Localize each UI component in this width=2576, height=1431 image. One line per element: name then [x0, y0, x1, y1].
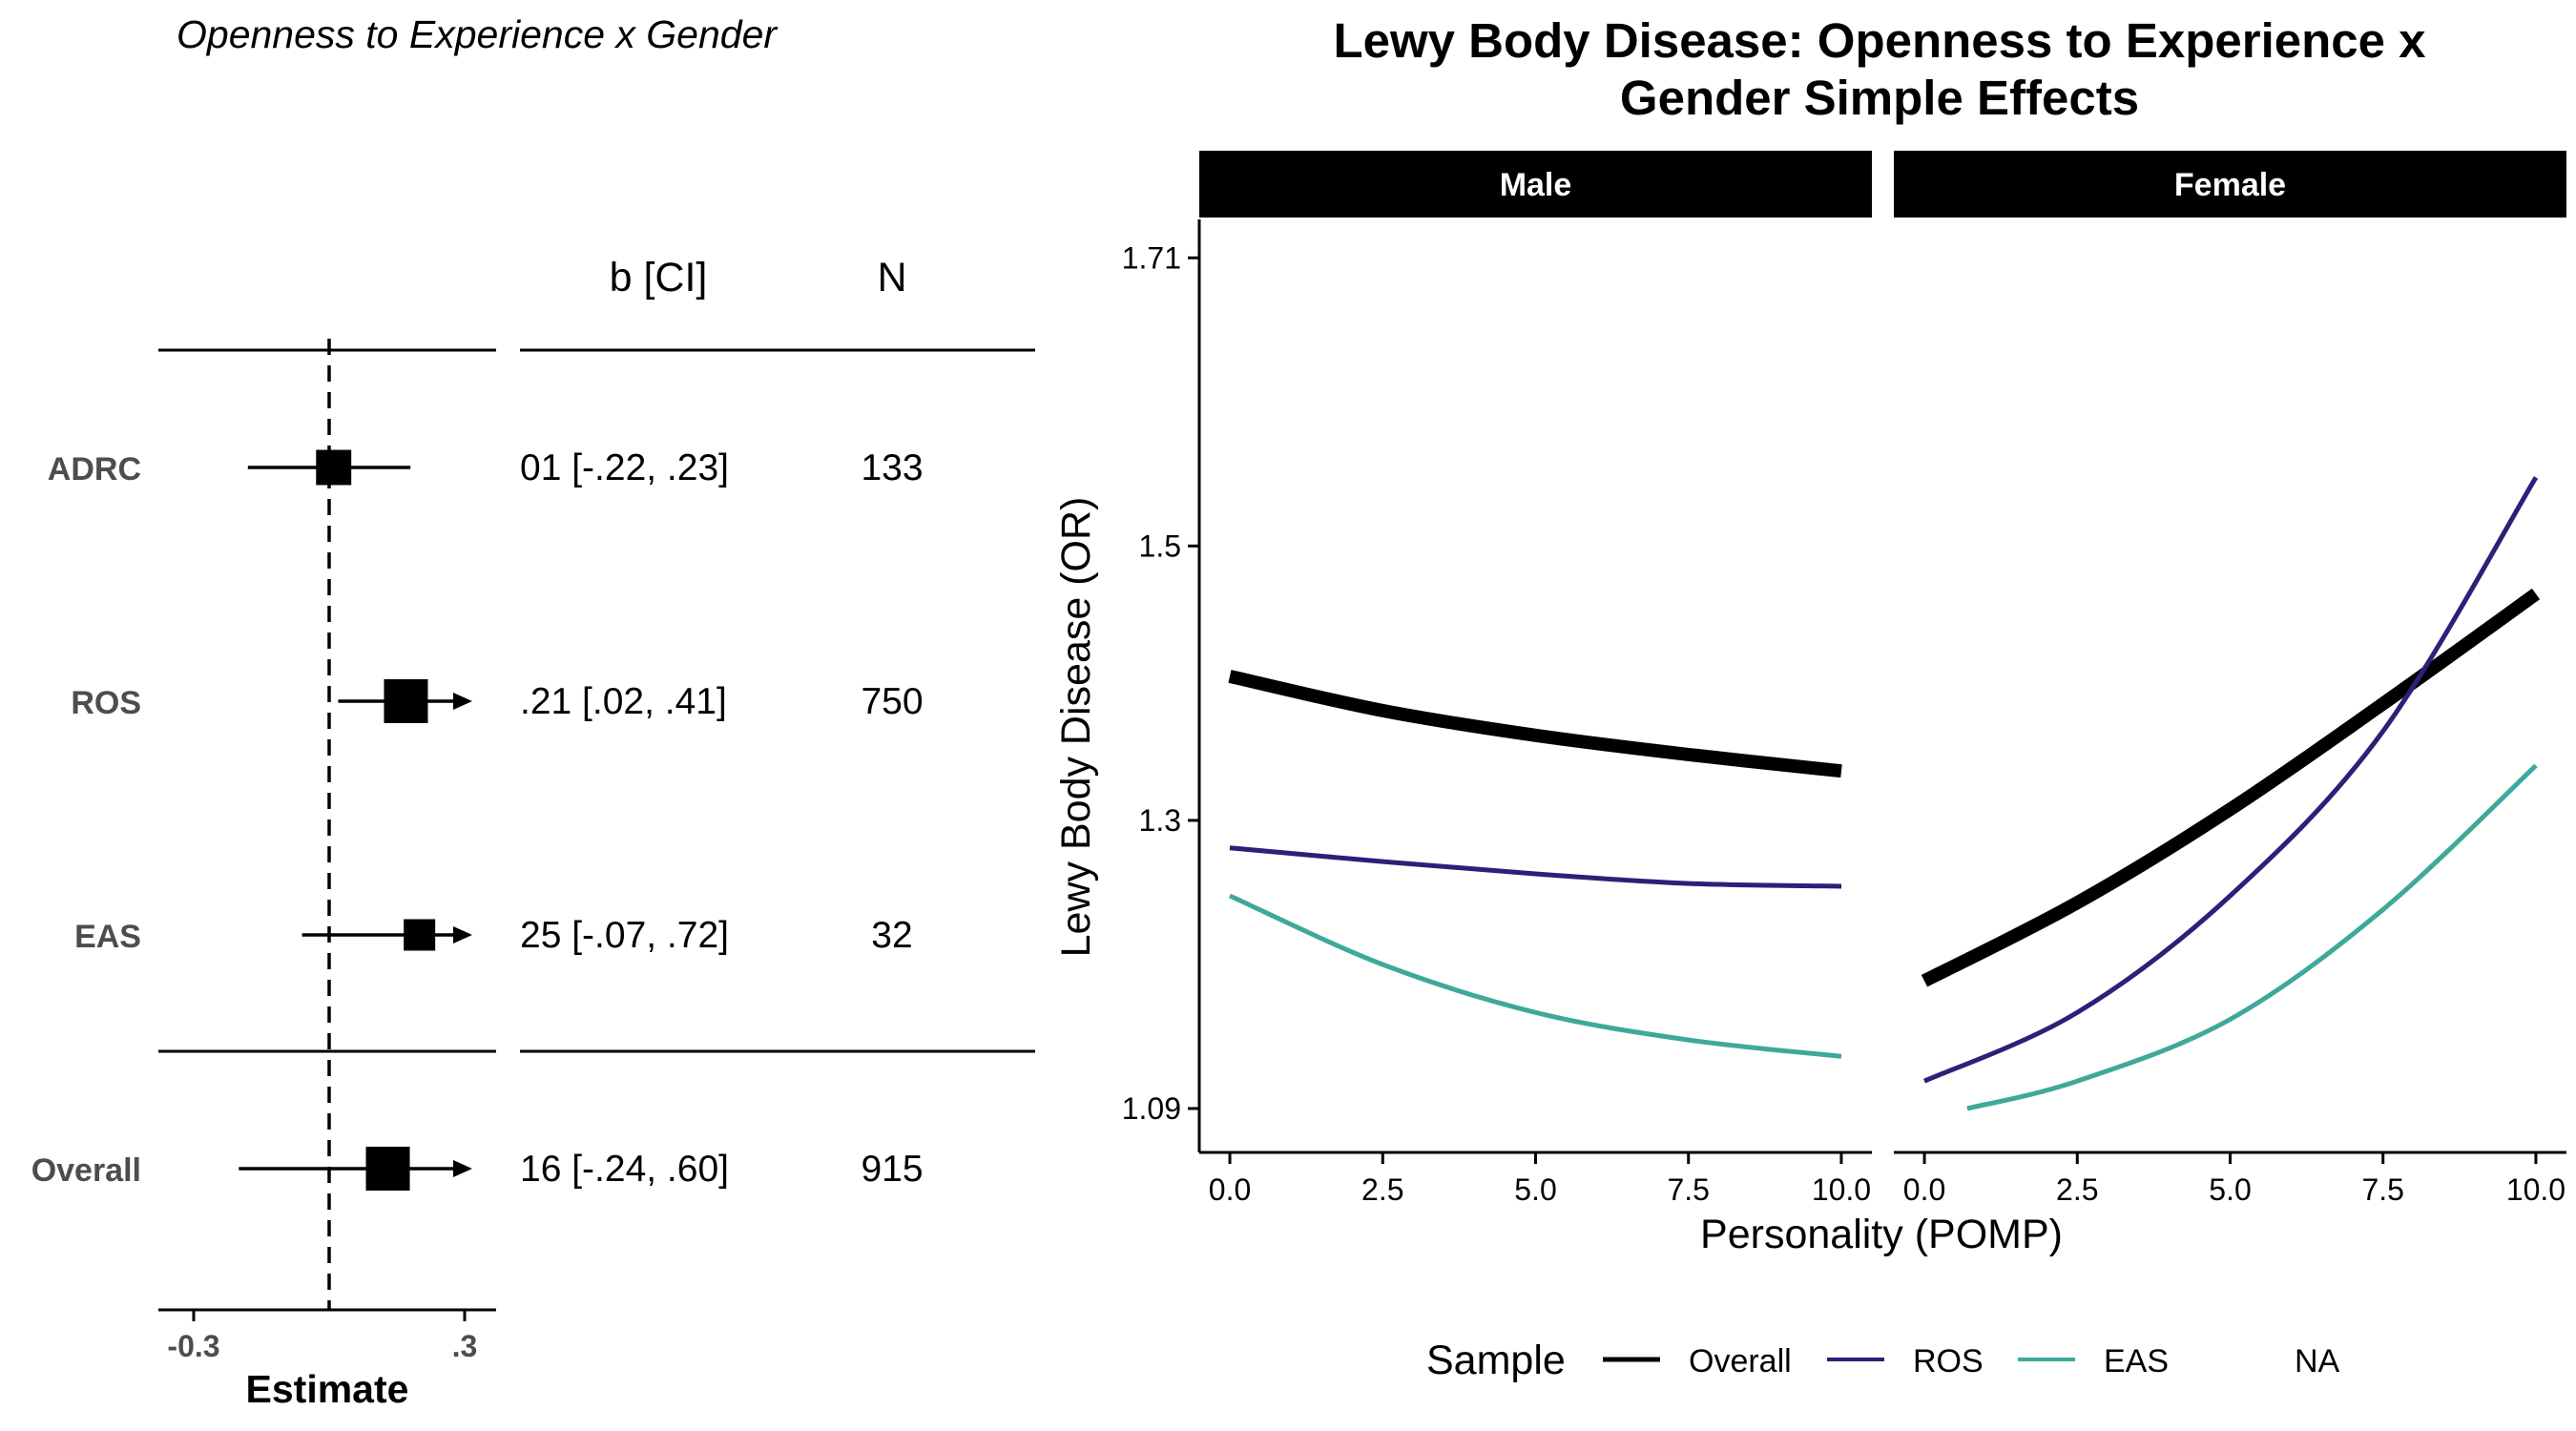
chart-title-line-2: Gender Simple Effects [1620, 71, 2139, 125]
study-label-ros: ROS [71, 685, 141, 721]
estimate-square-overall [365, 1147, 410, 1191]
panel-male: Male 0.0 2.5 5.0 7.5 10.0 [1199, 151, 1872, 1207]
forest-x-tick-label-1: .3 [452, 1329, 478, 1363]
ci-arrow-eas [453, 926, 472, 944]
legend-title: Sample [1426, 1338, 1566, 1383]
legend-label-na: NA [2295, 1343, 2340, 1379]
y-tick-label-3: 1.71 [1122, 240, 1181, 275]
ci-text-ros: .21 [.02, .41] [520, 681, 727, 722]
forest-row-ros: ROS .21 [.02, .41] 750 [71, 679, 924, 723]
forest-x-tick-label-0: -0.3 [167, 1329, 219, 1363]
study-label-overall: Overall [31, 1152, 141, 1189]
n-text-ros: 750 [861, 681, 923, 722]
forest-plot: Openness to Experience x Gender b [CI] N… [31, 12, 1035, 1411]
study-label-eas: EAS [74, 919, 141, 955]
series-line-male-overall [1228, 670, 1842, 778]
forest-x-axis-title: Estimate [246, 1367, 409, 1411]
forest-title: Openness to Experience x Gender [177, 12, 779, 56]
y-tick-label-1: 1.3 [1139, 803, 1181, 838]
study-label-adrc: ADRC [48, 451, 141, 487]
x-tick-label-male-2: 5.0 [1514, 1172, 1556, 1207]
strip-label-female: Female [2174, 167, 2286, 203]
y-axis-title: Lewy Body Disease (OR) [1053, 497, 1099, 958]
ci-text-overall: 16 [-.24, .60] [520, 1149, 729, 1190]
chart-panels: Male 0.0 2.5 5.0 7.5 10.0 Female 0.0 2.5 5.0 7.5 10… [1199, 151, 2566, 1207]
legend: Sample Overall ROS EAS NA [1426, 1338, 2340, 1383]
x-tick-label-female-1: 2.5 [2056, 1172, 2098, 1207]
n-text-adrc: 133 [861, 447, 923, 488]
n-text-eas: 32 [871, 915, 912, 956]
chart-title-line-1: Lewy Body Disease: Openness to Experienc… [1333, 13, 2425, 68]
ci-arrow-overall [453, 1160, 472, 1177]
x-tick-label-male-0: 0.0 [1209, 1172, 1251, 1207]
ci-text-eas: 25 [-.07, .72] [520, 915, 729, 956]
forest-row-overall: Overall 16 [-.24, .60] 915 [31, 1147, 924, 1191]
y-axis: 1.09 1.3 1.5 1.71 [1122, 219, 1201, 1152]
series-line-male-eas [1228, 893, 1842, 1059]
estimate-square-ros [384, 679, 428, 723]
y-tick-label-0: 1.09 [1122, 1091, 1181, 1126]
column-header-n: N [877, 255, 906, 301]
estimate-square-adrc [316, 449, 352, 486]
legend-label-overall: Overall [1689, 1343, 1792, 1379]
series-line-female-ros [1922, 476, 2539, 1084]
forest-x-ticks: -0.3 .3 [167, 1310, 477, 1363]
panel-female: Female 0.0 2.5 5.0 7.5 10.0 [1894, 151, 2566, 1207]
x-tick-label-female-4: 10.0 [2506, 1172, 2566, 1207]
forest-row-eas: EAS 25 [-.07, .72] 32 [74, 915, 913, 956]
x-tick-label-female-2: 5.0 [2209, 1172, 2251, 1207]
legend-label-eas: EAS [2104, 1343, 2169, 1379]
estimate-square-eas [404, 919, 436, 951]
series-line-male-ros [1229, 845, 1842, 889]
series-line-female-eas [1966, 763, 2538, 1111]
ci-arrow-ros [453, 693, 472, 710]
series-line-female-overall [1921, 588, 2541, 987]
x-tick-label-female-0: 0.0 [1903, 1172, 1945, 1207]
strip-female [1894, 151, 2566, 218]
x-tick-label-male-3: 7.5 [1667, 1172, 1709, 1207]
x-tick-label-male-1: 2.5 [1361, 1172, 1403, 1207]
y-tick-label-2: 1.5 [1139, 529, 1181, 563]
forest-rows: ADRC 01 [-.22, .23] 133 ROS .21 [.02, .41] 75… [31, 447, 924, 1191]
column-header-ci: b [CI] [610, 255, 708, 301]
legend-entries: Overall ROS EAS NA [1603, 1343, 2340, 1379]
strip-male [1199, 151, 1872, 218]
x-axis-title: Personality (POMP) [1700, 1212, 2063, 1257]
ci-text-adrc: 01 [-.22, .23] [520, 447, 729, 488]
strip-label-male: Male [1500, 167, 1572, 203]
x-tick-label-male-4: 10.0 [1812, 1172, 1871, 1207]
x-tick-label-female-3: 7.5 [2361, 1172, 2403, 1207]
line-chart: Lewy Body Disease: Openness to Experienc… [1053, 13, 2566, 1383]
n-text-overall: 915 [861, 1149, 923, 1190]
legend-label-ros: ROS [1913, 1343, 1984, 1379]
forest-row-adrc: ADRC 01 [-.22, .23] 133 [48, 447, 924, 488]
